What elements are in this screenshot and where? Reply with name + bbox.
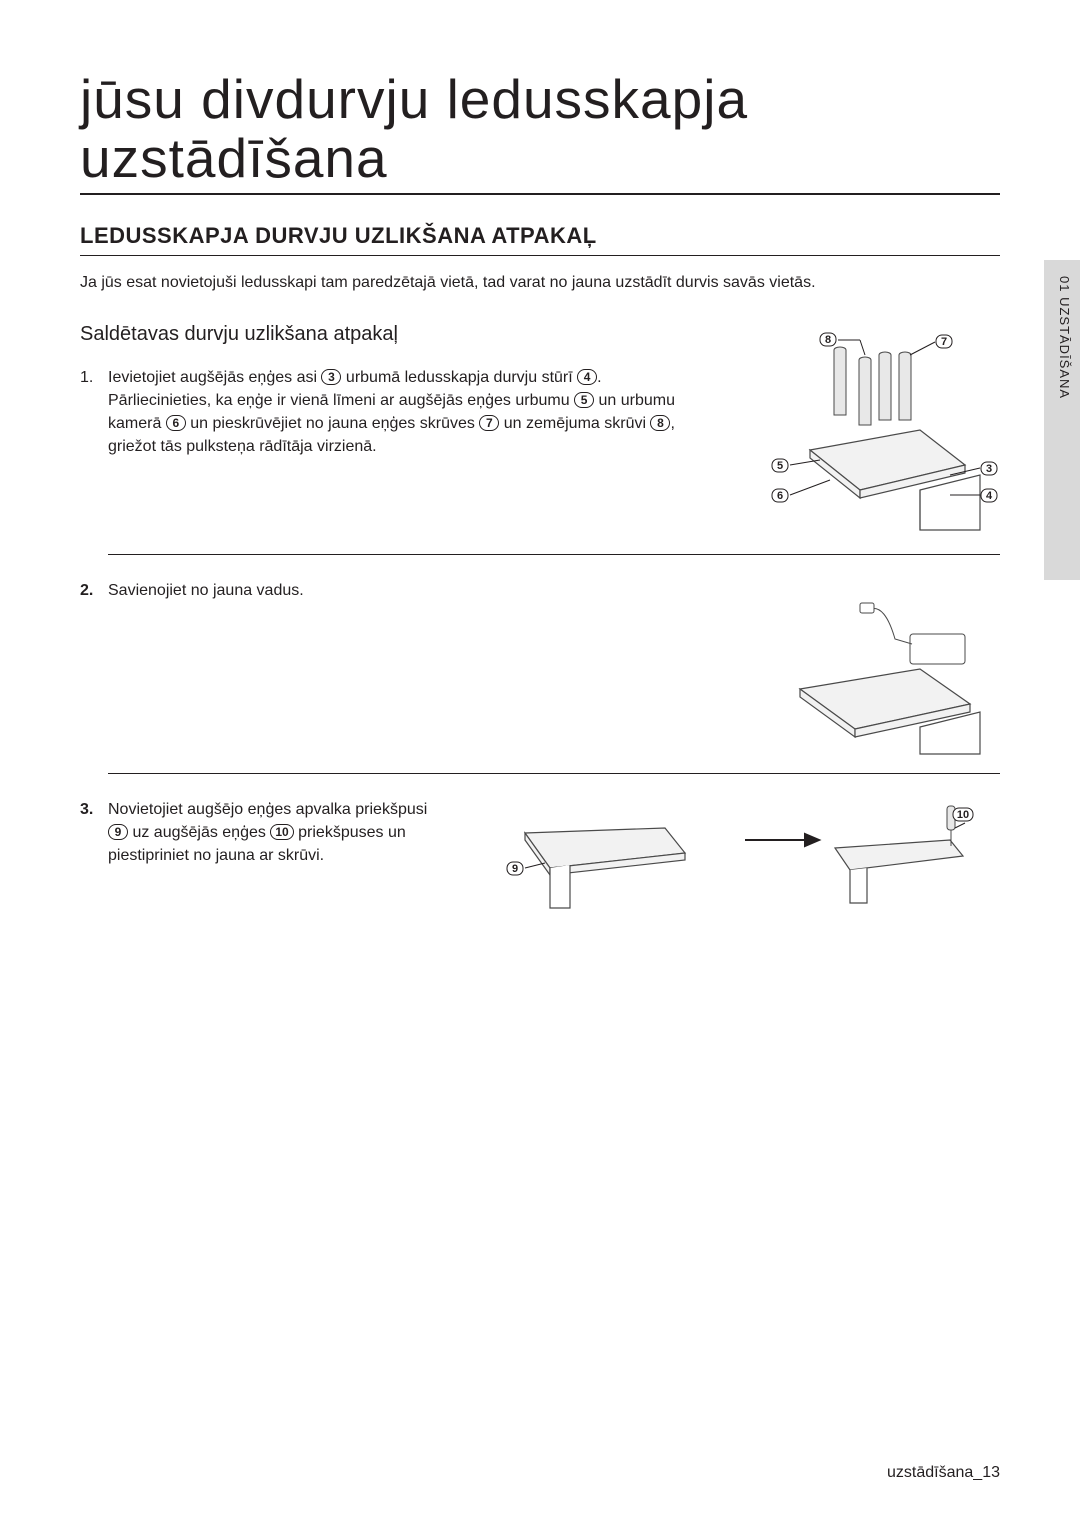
page-footer: uzstādīšana_13 xyxy=(887,1464,1000,1482)
svg-text:7: 7 xyxy=(941,336,947,348)
step-1: Ievietojiet augšējās eņģes asi 3 urbumā … xyxy=(108,366,696,459)
svg-text:8: 8 xyxy=(825,334,831,346)
callout-4: 4 xyxy=(981,489,997,502)
svg-text:5: 5 xyxy=(777,460,783,472)
step-3-illustration: 9 10 xyxy=(470,798,1000,923)
callout-10: 10 xyxy=(953,808,973,821)
inline-callout-10: 10 xyxy=(270,824,293,840)
side-tab-label: 01 UZSTĀDĪŠANA xyxy=(1057,276,1072,399)
callout-8: 8 xyxy=(820,333,836,346)
inline-callout-9: 9 xyxy=(108,824,128,840)
inline-callout-5: 5 xyxy=(574,392,594,408)
inline-callout-6: 6 xyxy=(166,415,186,431)
intro-text: Ja jūs esat novietojuši ledusskapi tam p… xyxy=(80,274,1000,292)
callout-6: 6 xyxy=(772,489,788,502)
subheading: Saldētavas durvju uzlikšana atpakaļ xyxy=(80,320,696,348)
svg-text:10: 10 xyxy=(957,809,969,821)
step-1-illustration: 8 7 5 6 3 4 xyxy=(720,320,1000,540)
step-2: Savienojiet no jauna vadus. xyxy=(108,579,696,602)
step-2-illustration xyxy=(720,579,1000,759)
callout-3: 3 xyxy=(981,462,997,475)
step-1-block: Saldētavas durvju uzlikšana atpakaļ Ievi… xyxy=(80,320,1000,540)
svg-text:6: 6 xyxy=(777,490,783,502)
divider-1 xyxy=(108,554,1000,555)
step-3: Novietojiet augšējo eņģes apvalka priekš… xyxy=(108,798,450,868)
step-3-block: Novietojiet augšējo eņģes apvalka priekš… xyxy=(80,798,1000,923)
callout-7: 7 xyxy=(936,335,952,348)
callout-9: 9 xyxy=(507,862,523,875)
svg-text:4: 4 xyxy=(986,490,993,502)
inline-callout-8: 8 xyxy=(650,415,670,431)
step-2-block: Savienojiet no jauna vadus. xyxy=(80,579,1000,759)
inline-callout-3: 3 xyxy=(321,369,341,385)
section-heading: LEDUSSKAPJA DURVJU UZLIKŠANA ATPAKAĻ xyxy=(80,223,1000,256)
callout-5: 5 xyxy=(772,459,788,472)
inline-callout-7: 7 xyxy=(479,415,499,431)
page-title: jūsu divdurvju ledusskapja uzstādīšana xyxy=(80,70,1000,195)
svg-text:3: 3 xyxy=(986,463,992,475)
divider-2 xyxy=(108,773,1000,774)
svg-text:9: 9 xyxy=(512,863,518,875)
inline-callout-4: 4 xyxy=(577,369,597,385)
